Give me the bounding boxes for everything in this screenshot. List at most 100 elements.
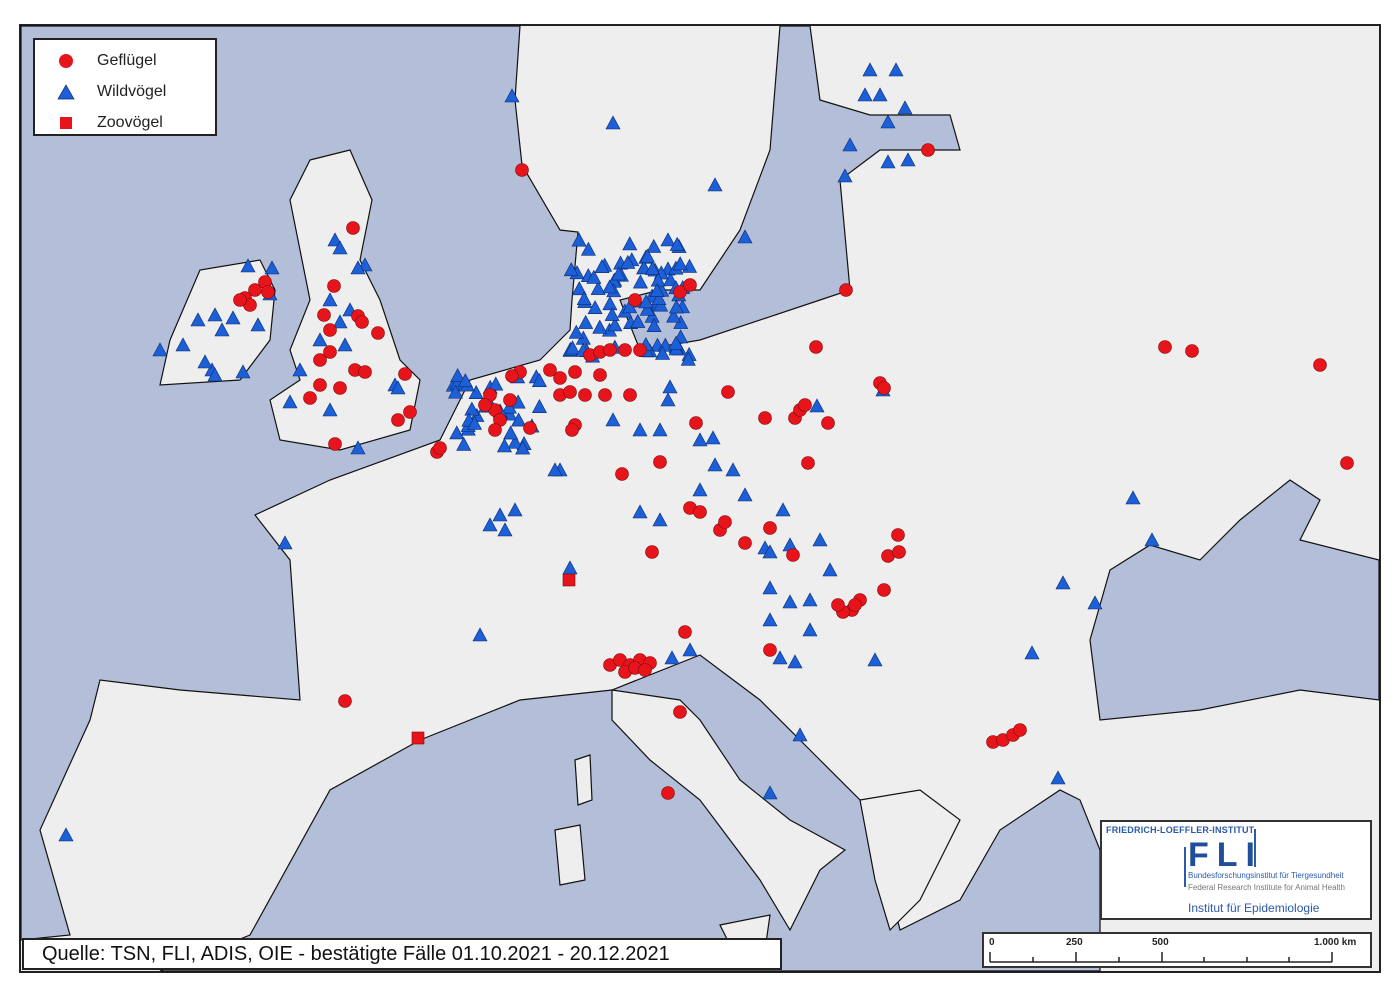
wildvoegel-marker xyxy=(503,425,519,440)
wildvoegel-marker xyxy=(327,232,343,247)
wildvoegel-marker xyxy=(775,502,791,517)
wildvoegel-marker xyxy=(580,241,596,256)
wildvoegel-marker xyxy=(651,291,667,306)
wildvoegel-marker xyxy=(620,254,636,269)
gefluegel-marker xyxy=(618,343,632,357)
gefluegel-marker xyxy=(303,391,317,405)
wildvoegel-marker xyxy=(568,324,584,339)
gefluegel-marker xyxy=(661,786,675,800)
legend-item-gefluegel: Geflügel xyxy=(35,49,157,73)
red-circle-icon xyxy=(35,53,97,69)
gefluegel-marker xyxy=(503,393,517,407)
wildvoegel-marker xyxy=(792,727,808,742)
gefluegel-marker xyxy=(683,278,697,292)
wildvoegel-marker xyxy=(563,262,579,277)
wildvoegel-marker xyxy=(669,236,685,251)
wildvoegel-marker xyxy=(622,236,638,251)
gefluegel-marker xyxy=(338,694,352,708)
wildvoegel-marker xyxy=(214,322,230,337)
gefluegel-marker xyxy=(403,405,417,419)
corsica xyxy=(574,754,593,806)
wildvoegel-marker xyxy=(649,283,665,298)
wildvoegel-marker xyxy=(576,291,592,306)
legend-label: Geflügel xyxy=(97,52,157,69)
wildvoegel-marker xyxy=(707,457,723,472)
wildvoegel-marker xyxy=(880,114,896,129)
wildvoegel-marker xyxy=(547,462,563,477)
gefluegel-marker xyxy=(892,545,906,559)
wildvoegel-marker xyxy=(590,280,606,295)
wildvoegel-marker xyxy=(350,260,366,275)
wildvoegel-marker xyxy=(897,100,913,115)
wildvoegel-marker xyxy=(531,399,547,413)
wildvoegel-marker xyxy=(655,345,671,360)
wildvoegel-marker xyxy=(809,398,825,413)
gefluegel-marker xyxy=(758,411,772,425)
wildvoegel-marker xyxy=(660,232,676,247)
gefluegel-marker xyxy=(721,385,735,399)
wildvoegel-marker xyxy=(1125,490,1141,505)
wildvoegel-marker xyxy=(668,335,684,350)
wildvoegel-marker xyxy=(1144,532,1160,547)
wildvoegel-marker xyxy=(725,462,741,477)
wildvoegel-marker xyxy=(611,266,627,281)
wildvoegel-marker xyxy=(507,502,523,517)
gefluegel-marker xyxy=(478,398,492,412)
gefluegel-marker xyxy=(1313,358,1327,372)
zoovoegel-marker xyxy=(562,573,576,587)
wildvoegel-marker xyxy=(250,317,266,332)
gefluegel-marker xyxy=(821,416,835,430)
black-sea xyxy=(1089,479,1380,721)
gefluegel-marker xyxy=(317,308,331,322)
gefluegel-marker xyxy=(523,421,537,435)
wildvoegel-marker xyxy=(632,422,648,437)
gefluegel-marker xyxy=(689,416,703,430)
wildvoegel-marker xyxy=(652,512,668,527)
wildvoegel-marker xyxy=(197,354,213,369)
gefluegel-marker xyxy=(839,283,853,297)
wildvoegel-marker xyxy=(602,296,618,311)
wildvoegel-marker xyxy=(337,337,353,352)
gefluegel-marker xyxy=(673,285,687,299)
wildvoegel-marker xyxy=(872,87,888,102)
wildvoegel-marker xyxy=(662,272,678,287)
gefluegel-marker xyxy=(488,423,502,437)
wildvoegel-marker xyxy=(632,274,648,289)
wildvoegel-marker xyxy=(350,440,366,455)
wildvoegel-marker xyxy=(639,301,655,316)
wildvoegel-marker xyxy=(571,281,587,296)
wildvoegel-marker xyxy=(607,317,623,332)
gefluegel-marker xyxy=(633,343,647,357)
logo-english: Federal Research Institute for Animal He… xyxy=(1188,883,1345,892)
gefluegel-marker xyxy=(553,371,567,385)
wildvoegel-marker xyxy=(225,310,241,325)
wildvoegel-marker xyxy=(605,115,621,130)
gefluegel-marker xyxy=(327,279,341,293)
gefluegel-marker xyxy=(323,345,337,359)
wildvoegel-marker xyxy=(1024,645,1040,660)
wildvoegel-marker xyxy=(282,394,298,409)
wildvoegel-marker xyxy=(632,504,648,519)
wildvoegel-marker xyxy=(762,785,778,800)
wildvoegel-marker xyxy=(802,622,818,637)
gefluegel-marker xyxy=(638,663,652,677)
scale-bar: 0 250 500 1.000 km xyxy=(982,932,1372,968)
sardinia xyxy=(554,824,586,886)
gefluegel-marker xyxy=(763,643,777,657)
italy xyxy=(611,689,847,932)
gefluegel-marker xyxy=(433,441,447,455)
wildvoegel-marker xyxy=(58,827,74,842)
wildvoegel-marker xyxy=(496,438,512,453)
wildvoegel-marker xyxy=(639,248,655,263)
gefluegel-marker xyxy=(678,625,692,639)
wildvoegel-marker xyxy=(646,238,662,253)
blue-triangle-icon xyxy=(35,84,97,100)
red-square-icon xyxy=(35,116,97,130)
wildvoegel-marker xyxy=(468,385,484,399)
wildvoegel-marker xyxy=(497,522,513,537)
wildvoegel-marker xyxy=(457,373,473,388)
source-caption: Quelle: TSN, FLI, ADIS, OIE - bestätigte… xyxy=(22,938,782,970)
wildvoegel-marker xyxy=(587,300,603,315)
legend-label: Zoovögel xyxy=(97,114,163,131)
